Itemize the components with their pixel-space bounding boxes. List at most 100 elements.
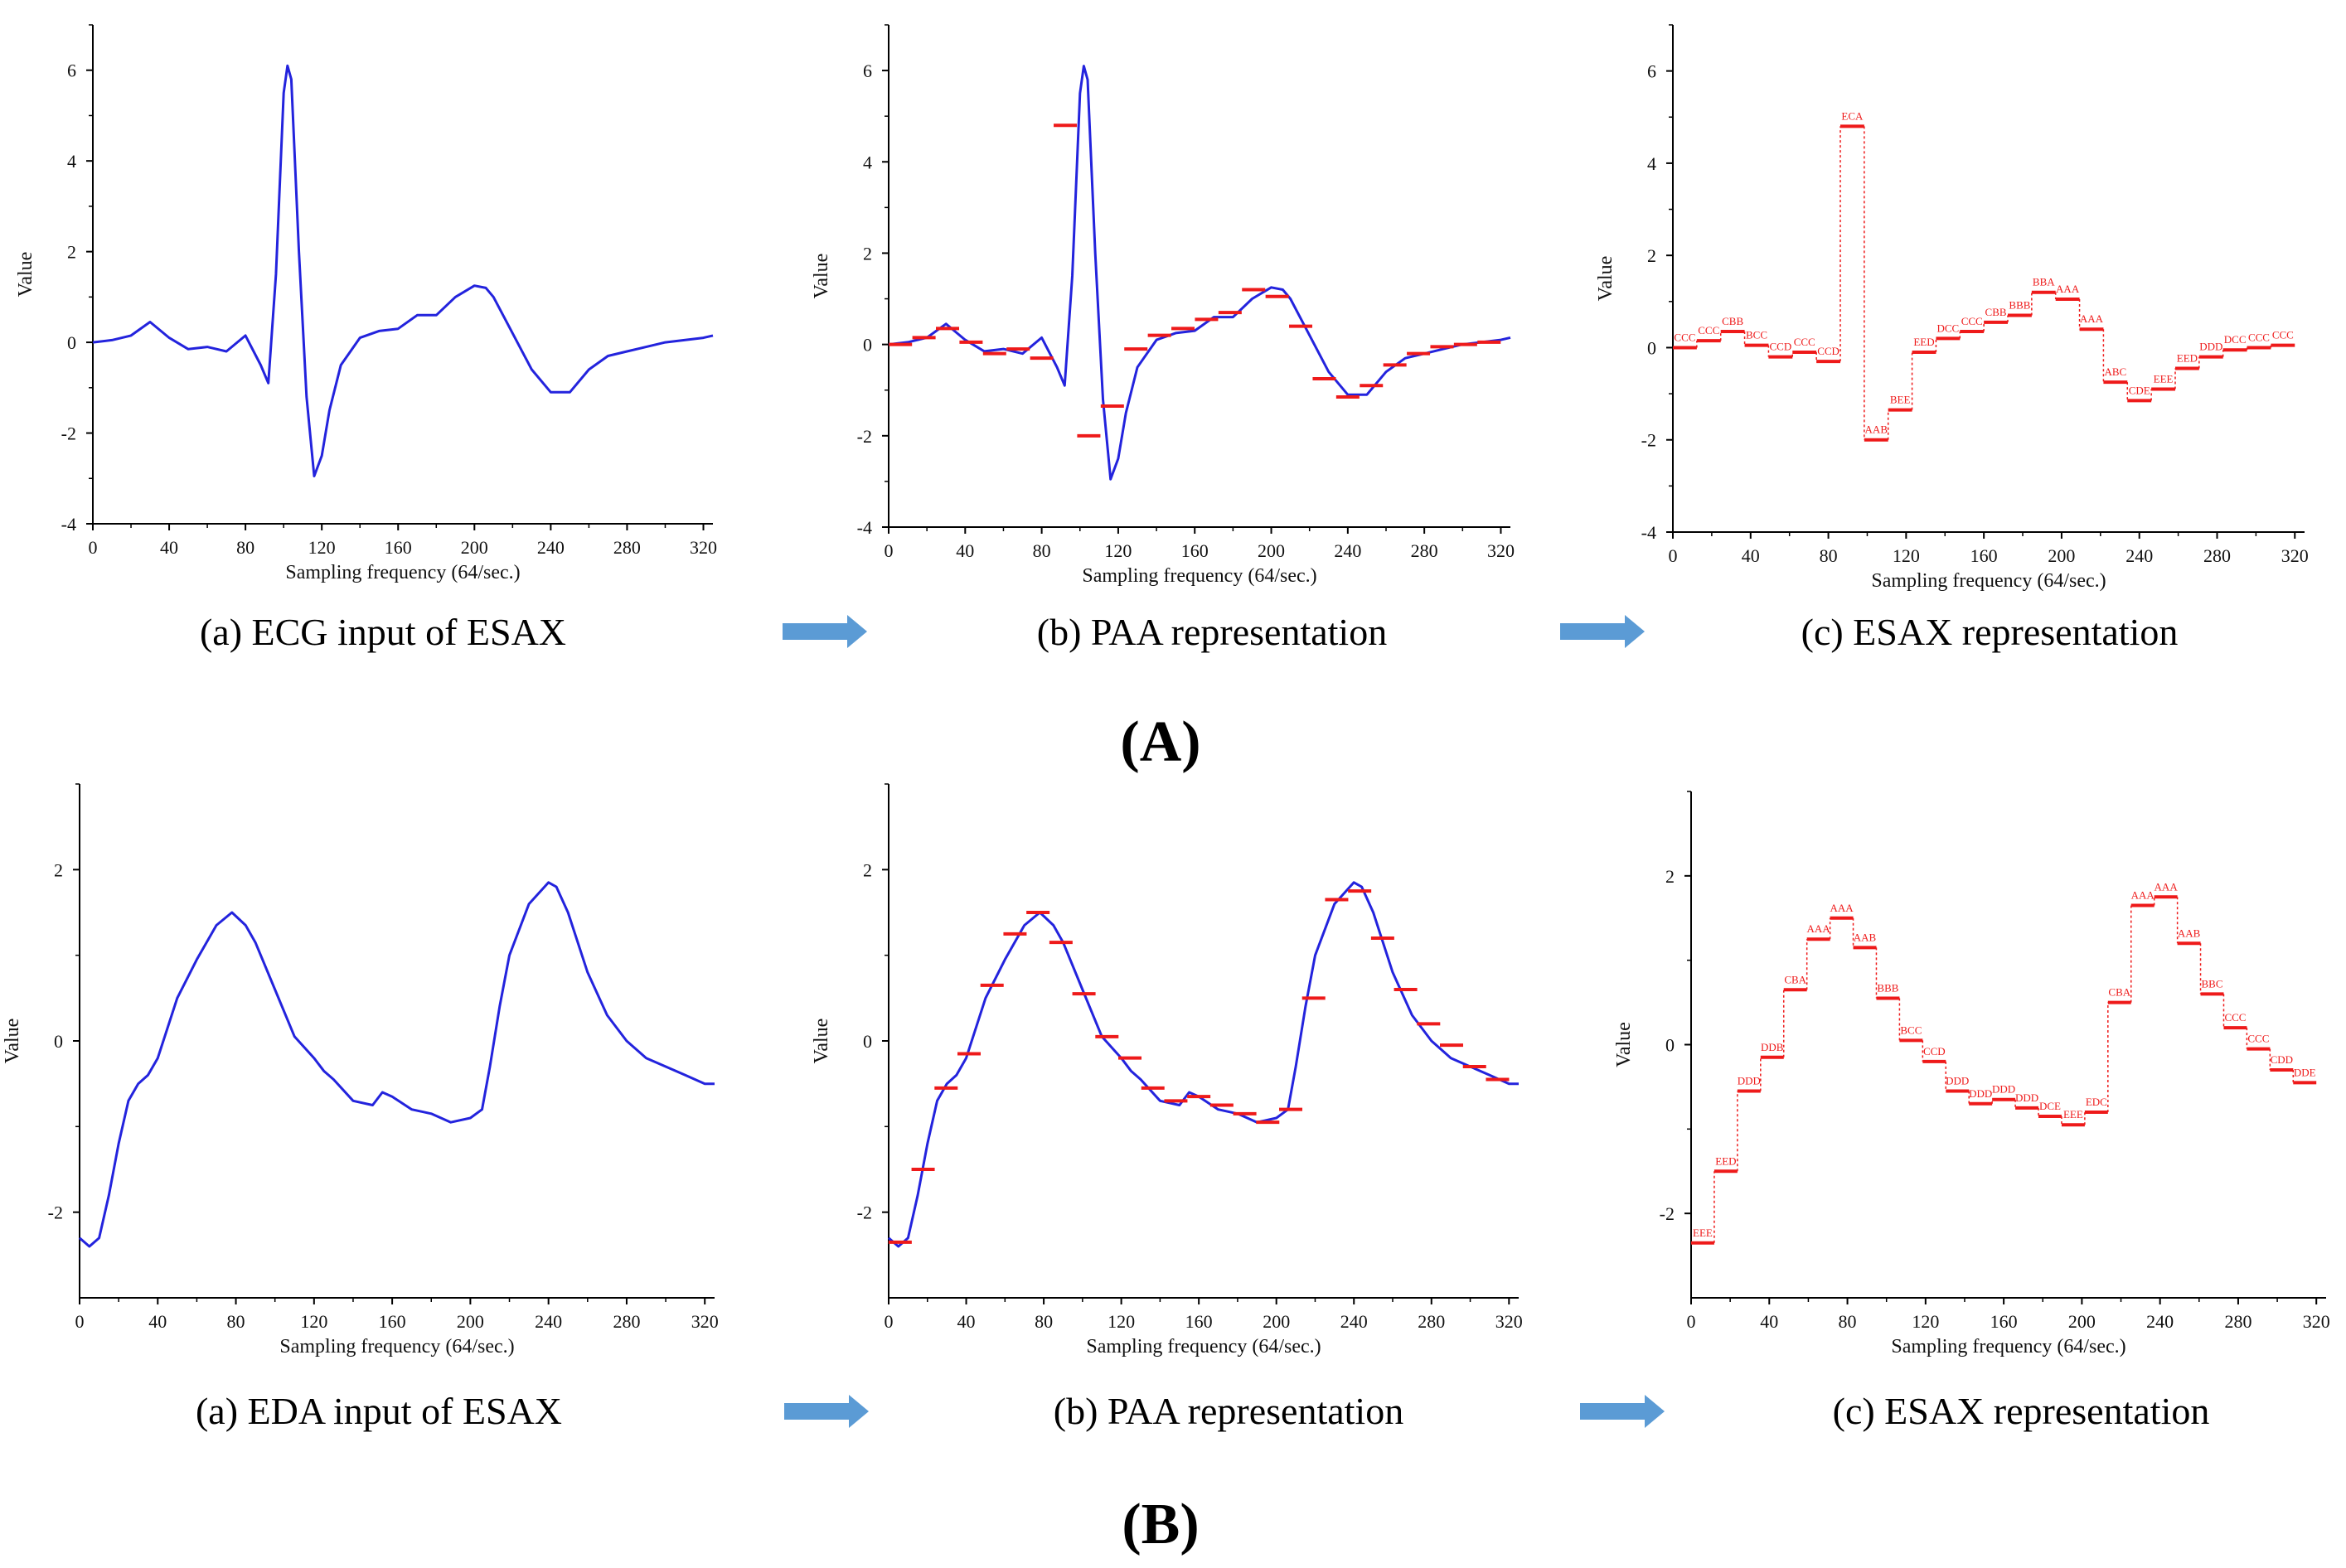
y-axis-title: Value <box>1613 1022 1635 1067</box>
esax-symbol-label: CCC <box>1961 315 1983 327</box>
esax-symbol-label: EEE <box>1693 1227 1713 1239</box>
esax-symbol-label: CDE <box>2129 384 2150 396</box>
x-tick-label: 0 <box>1669 545 1678 566</box>
esax-symbol-label: CCC <box>2247 1033 2269 1045</box>
x-tick-label: 0 <box>885 1311 894 1332</box>
series-line-ecg <box>92 64 714 477</box>
y-tick-label: 0 <box>1647 337 1656 358</box>
y-tick-label: -2 <box>857 1203 872 1223</box>
y-tick-label: 6 <box>67 60 76 81</box>
row-label: (A) <box>1120 710 1200 774</box>
esax-symbol-label: EEE <box>2154 373 2174 385</box>
y-axis-title: Value <box>811 254 832 299</box>
y-tick-label: 2 <box>54 859 63 880</box>
y-tick-label: 4 <box>863 152 872 172</box>
x-tick-label: 120 <box>1108 1311 1135 1332</box>
x-tick-label: 200 <box>1258 540 1285 561</box>
esax-symbol-label: CCD <box>1817 345 1839 357</box>
esax-symbol-label: CCD <box>1923 1045 1946 1057</box>
esax-symbol-label: DDD <box>1946 1075 1969 1087</box>
x-tick-label: 80 <box>1033 540 1051 561</box>
series-line-eda <box>79 881 715 1248</box>
esax-symbol-label: CCC <box>1794 336 1815 348</box>
x-tick-label: 160 <box>379 1311 406 1332</box>
panel-caption: (a) ECG input of ESAX <box>200 611 566 653</box>
esax-symbol-label: EED <box>1715 1154 1736 1167</box>
esax-symbol-label: EED <box>1913 336 1934 348</box>
x-tick-label: 120 <box>1104 540 1132 561</box>
y-tick-label: 0 <box>1665 1035 1675 1056</box>
panel-caption: (a) EDA input of ESAX <box>196 1390 562 1432</box>
x-tick-label: 280 <box>2203 545 2231 566</box>
y-tick-label: -4 <box>61 514 76 535</box>
x-tick-label: 240 <box>2125 545 2153 566</box>
x-tick-label: 80 <box>1839 1311 1857 1332</box>
x-tick-label: 320 <box>2303 1311 2330 1332</box>
y-tick-label: 0 <box>863 1031 872 1052</box>
x-tick-label: 320 <box>691 1311 719 1332</box>
chart-A-a: 0 40 80 120 160 200 240 280 320 -4 -2 0 2 4 6 Sampling … <box>15 24 717 583</box>
row-label: (B) <box>1122 1493 1199 1556</box>
esax-symbol-label: BBC <box>2202 977 2223 990</box>
right-arrow-icon <box>1580 1395 1665 1428</box>
esax-symbol-label: CDD <box>2271 1053 2293 1066</box>
x-tick-label: 120 <box>1912 1311 1939 1332</box>
x-tick-label: 40 <box>160 537 178 558</box>
x-tick-label: 160 <box>1970 545 1998 566</box>
esax-symbol-label: EEE <box>2063 1108 2083 1120</box>
x-tick-label: 160 <box>1990 1311 2018 1332</box>
esax-symbol-label: EDC <box>2086 1096 2107 1108</box>
x-tick-label: 200 <box>2068 1311 2096 1332</box>
x-tick-label: 240 <box>535 1311 562 1332</box>
x-tick-label: 280 <box>613 1311 640 1332</box>
x-tick-label: 280 <box>2224 1311 2251 1332</box>
esax-symbol-label: BEE <box>1890 394 1911 406</box>
right-arrow-icon <box>783 615 867 648</box>
x-axis-title: Sampling frequency (64/sec.) <box>1891 1336 2125 1357</box>
y-tick-label: -4 <box>1641 522 1656 543</box>
x-tick-label: 280 <box>613 537 641 558</box>
y-tick-label: -2 <box>857 426 872 447</box>
esax-symbol-label: ECA <box>1841 109 1864 122</box>
y-tick-label: 6 <box>1647 61 1656 82</box>
y-tick-label: -4 <box>857 517 872 538</box>
esax-symbol-label: DDD <box>1738 1075 1761 1087</box>
chart-B-c: 0 40 80 120 160 200 240 280 320 -2 0 2 Sampling freq… <box>1613 791 2330 1357</box>
y-axis-title: Value <box>1595 256 1617 302</box>
x-tick-label: 0 <box>1687 1311 1696 1332</box>
esax-symbol-label: DDD <box>1969 1087 1992 1100</box>
y-tick-label: 6 <box>863 60 872 81</box>
right-arrow-icon <box>1560 615 1645 648</box>
x-axis-title: Sampling frequency (64/sec.) <box>285 562 520 583</box>
esax-symbol-label: CBB <box>1985 306 2007 318</box>
x-tick-label: 80 <box>236 537 254 558</box>
panel-caption: (b) PAA representation <box>1054 1390 1403 1432</box>
esax-symbol-label: CCC <box>2272 329 2294 341</box>
y-axis-title: Value <box>2 1019 23 1064</box>
esax-symbol-label: AAA <box>1830 902 1854 914</box>
x-tick-label: 200 <box>1263 1311 1290 1332</box>
esax-symbol-label: DDE <box>2294 1066 2316 1078</box>
x-tick-label: 120 <box>300 1311 327 1332</box>
x-tick-label: 160 <box>1181 540 1209 561</box>
x-tick-label: 320 <box>1487 540 1515 561</box>
x-tick-label: 40 <box>1760 1311 1778 1332</box>
x-tick-label: 40 <box>1742 545 1760 566</box>
x-tick-label: 120 <box>1893 545 1920 566</box>
series-line-eda <box>888 881 1519 1248</box>
y-tick-label: 2 <box>1665 866 1675 887</box>
esax-symbol-label: ABC <box>2104 365 2126 378</box>
esax-symbol-label: CCC <box>2248 331 2270 343</box>
x-tick-label: 80 <box>1035 1311 1053 1332</box>
y-tick-label: 2 <box>1647 245 1656 266</box>
x-tick-label: 80 <box>227 1311 245 1332</box>
x-tick-label: 80 <box>1820 545 1838 566</box>
x-tick-label: 320 <box>2281 545 2309 566</box>
y-tick-label: 2 <box>863 243 872 264</box>
y-tick-label: -2 <box>61 423 76 444</box>
x-tick-label: 240 <box>1340 1311 1368 1332</box>
x-tick-label: 240 <box>2146 1311 2174 1332</box>
x-tick-label: 320 <box>690 537 717 558</box>
x-tick-label: 0 <box>89 537 98 558</box>
esax-symbol-label: DDD <box>2199 341 2222 353</box>
